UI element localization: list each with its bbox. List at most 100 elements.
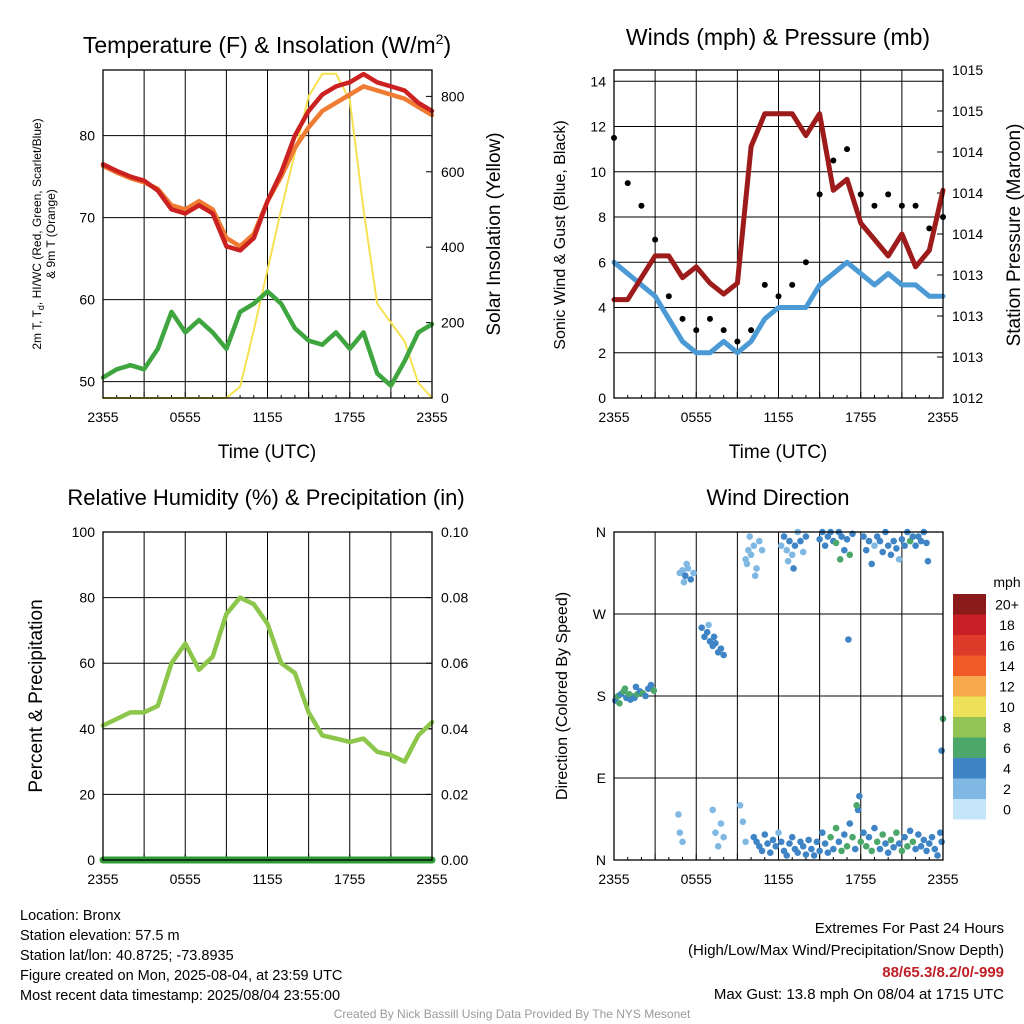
y-tick-label: 0 <box>87 852 95 868</box>
plot-border <box>102 531 433 861</box>
temperature-insolation-chart: Temperature (F) & Insolation (W/m2) Time… <box>30 31 505 463</box>
y-tick-label: 20 <box>79 786 95 802</box>
grid <box>103 70 432 398</box>
direction-point <box>879 831 886 838</box>
y-tick-label: 2 <box>598 345 606 361</box>
direction-point <box>764 840 771 847</box>
direction-point <box>860 533 867 540</box>
legend-label: 4 <box>1003 760 1011 776</box>
x-tick-label: 1755 <box>845 409 876 425</box>
plot-border <box>613 531 944 861</box>
wind-direction-title: Wind Direction <box>706 485 849 510</box>
direction-point <box>884 849 892 857</box>
y-tick-label: 80 <box>79 590 95 606</box>
x-tick-label: 1155 <box>252 409 282 425</box>
direction-point <box>698 624 706 631</box>
temperature-xlabel: Time (UTC) <box>218 442 317 463</box>
series-pressure <box>611 111 946 303</box>
extremes-values: 88/65.3/8.2/0/-999 <box>882 964 1004 981</box>
y2-tick-label: 0.04 <box>441 721 468 737</box>
y-tick-label: 70 <box>79 210 95 226</box>
y2-tick-label: 1014 <box>952 185 983 201</box>
direction-point <box>746 533 754 540</box>
direction-point <box>675 811 682 818</box>
direction-point <box>920 836 928 844</box>
y-tick-label: 4 <box>598 300 606 316</box>
legend-title: mph <box>993 574 1020 590</box>
direction-point <box>884 542 892 549</box>
gust-point <box>871 202 878 209</box>
direction-point <box>895 556 903 563</box>
legend-label: 14 <box>999 658 1015 674</box>
temperature-ylabel-line1: 2m T, Td, HI/WC (Red, Green, Scarlet/Blu… <box>30 118 46 349</box>
direction-point <box>879 548 886 556</box>
direction-point <box>627 696 634 703</box>
y2-tick-label: 0.00 <box>441 852 468 868</box>
direction-point <box>676 829 684 836</box>
direction-point <box>687 576 695 583</box>
direction-point <box>832 539 840 547</box>
direction-point <box>843 535 851 543</box>
direction-point <box>780 533 788 540</box>
direction-point <box>797 537 804 545</box>
direction-point <box>860 829 867 836</box>
direction-point <box>813 838 821 846</box>
direction-point <box>681 572 689 580</box>
direction-point <box>824 849 832 857</box>
y2-tick-label: 0.10 <box>441 524 468 540</box>
direction-point <box>849 833 856 841</box>
direction-point <box>938 747 945 754</box>
direction-point <box>917 843 925 850</box>
direction-point <box>761 831 769 838</box>
direction-point <box>799 548 807 556</box>
direction-point <box>845 636 852 643</box>
direction-point <box>890 843 897 851</box>
solar-y2label: Solar Insolation (Yellow) <box>484 132 505 335</box>
x-tick-label: 1155 <box>763 871 793 887</box>
y-tick-label: W <box>593 606 607 622</box>
direction-point <box>835 838 843 846</box>
direction-point <box>841 831 848 838</box>
direction-point <box>679 838 686 846</box>
y-tick-label: E <box>597 770 606 786</box>
direction-point <box>683 560 690 568</box>
station-elevation: Station elevation: 57.5 m <box>20 928 180 944</box>
gust-point <box>748 327 755 334</box>
humidity-ylabel: Percent & Precipitation <box>26 599 47 792</box>
direction-point <box>893 829 900 836</box>
direction-point <box>784 557 792 565</box>
direction-point <box>917 537 925 545</box>
direction-point <box>710 633 718 641</box>
winds-chart-title: Winds (mph) & Pressure (mb) <box>626 24 930 50</box>
legend-label: 0 <box>1003 801 1011 817</box>
x-tick-label: 0555 <box>170 871 201 887</box>
direction-point <box>743 560 751 568</box>
y2-tick-label: 200 <box>441 315 465 331</box>
direction-point <box>642 692 649 700</box>
grid <box>614 70 943 399</box>
direction-point <box>882 840 889 847</box>
direction-point <box>632 683 640 691</box>
winds-pressure-chart: Winds (mph) & Pressure (mb) Time (UTC) S… <box>552 24 1024 463</box>
direction-point <box>788 833 796 841</box>
direction-point <box>616 699 623 707</box>
winds-ylabel: Sonic Wind & Gust (Blue, Black) <box>552 120 569 349</box>
direction-point <box>898 847 906 855</box>
legend-label: 8 <box>1003 719 1011 735</box>
gust-point <box>761 281 768 288</box>
direction-point <box>769 836 777 844</box>
gust-point <box>844 146 851 153</box>
y-tick-label: 10 <box>590 164 606 180</box>
direction-point <box>853 802 860 809</box>
direction-point <box>876 845 884 853</box>
legend-swatch <box>953 635 986 656</box>
y2-tick-label: 800 <box>441 88 465 104</box>
direction-point <box>909 533 917 540</box>
gust-point <box>898 202 905 209</box>
direction-point <box>720 833 727 841</box>
direction-point <box>703 628 711 636</box>
legend-swatch <box>953 655 986 676</box>
direction-point <box>938 838 945 846</box>
series-rh <box>100 595 435 764</box>
